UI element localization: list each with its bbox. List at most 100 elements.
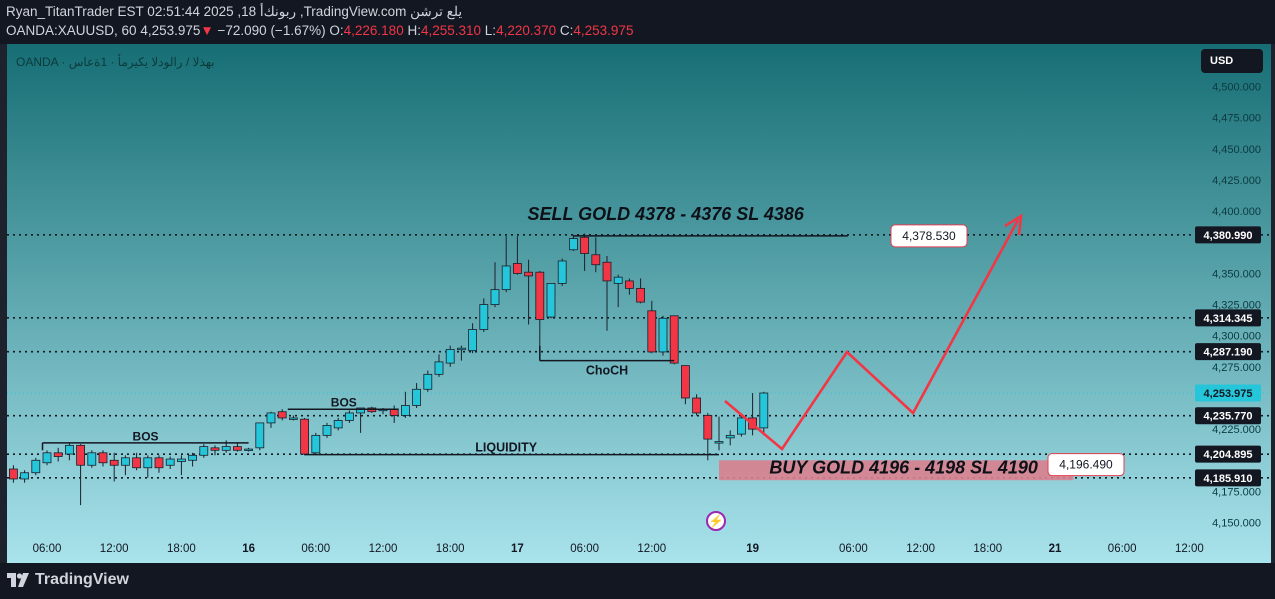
bos-label-1: BOS [133,429,159,443]
candle-down [602,261,612,282]
tag-box [890,224,968,248]
time-axis-label: 06:00 [839,543,868,555]
candle-up [714,441,724,444]
candle-up [557,260,567,284]
price-axis-label: 4,400.000 [1212,206,1261,218]
time-axis-label: 18:00 [973,543,1002,555]
projection-arrowhead [1004,213,1023,236]
price-axis-label: 4,500.000 [1212,82,1261,94]
candle-down [300,418,310,455]
candle-up [445,349,455,364]
candle-down [9,468,18,480]
candle-up [759,392,769,429]
candle-up [658,317,668,353]
price-chart[interactable]: BOS BOS ChoCH LIQUIDITY SELL GOLD 4378 - 437… [7,44,1271,563]
tradingview-logo-icon [7,573,29,587]
low-label: L: [484,23,497,38]
close-label: C: [559,23,574,38]
candle-down [636,287,645,303]
candle-up [423,373,433,390]
price-axis-label: 4,150.000 [1212,518,1261,530]
candle-up [20,472,30,480]
candle-down [512,263,522,274]
open-value: 4,226.180 [343,23,404,38]
candle-up [266,412,276,424]
time-axis-label: 19 [746,543,759,555]
candle-up [479,304,489,330]
candle-up [344,412,354,421]
sell-price-tag: 4,378.530 [890,224,968,248]
open-label: O: [329,23,344,38]
time-axis-label: 06:00 [570,543,599,555]
time-axis-label: 06:00 [1108,543,1137,555]
candle-down [681,365,690,399]
candle-up [255,422,265,449]
symbol-description: OANDA · بهذلا / رالودلا يكيرمأ · 1ةعاس [16,55,215,69]
candle-down [232,446,242,451]
candle-up [468,329,478,352]
candle-up [501,265,511,291]
time-axis-label: 06:00 [301,543,330,555]
price-badge: 4,380.990 [1195,226,1261,244]
price-badge-text: 4,314.345 [1204,313,1253,325]
candle-up [176,458,186,462]
low-value: 4,220.370 [496,23,557,38]
candle-up [121,457,130,466]
buy-gold-text: BUY GOLD 4196 - 4198 SL 4190 [769,457,1037,477]
candle-up [199,446,209,456]
price-axis-label: 4,175.000 [1212,486,1261,498]
candle-up [434,361,444,375]
high-label: H: [407,23,421,38]
ohlc-line: OANDA:XAUUSD, 60 4,253.975▼ −72.090 (−1.… [6,23,633,38]
candle-down [277,411,287,419]
buy-price-tag: 4,196.490 [1047,453,1125,477]
candle-down [535,271,545,320]
symbol-label[interactable]: OANDA:XAUUSD, 60 [6,23,137,38]
price-badge-text: 4,235.770 [1204,411,1253,423]
price-badge-box [1195,309,1261,327]
candle-up [613,276,623,284]
candle-down [647,310,657,353]
candle-up [546,283,556,318]
price-axis-label: 4,225.000 [1212,424,1261,436]
candle-up [65,444,74,455]
down-arrow-icon: ▼ [200,23,214,38]
price-axis-label: 4,350.000 [1212,268,1261,280]
chart-area[interactable]: BOS BOS ChoCH LIQUIDITY SELL GOLD 4378 - 437… [7,44,1271,563]
price-badge-text: 4,185.910 [1204,473,1253,485]
price-axis-label: 4,450.000 [1212,144,1261,156]
last-price: 4,253.975 [140,23,201,38]
tradingview-logo[interactable]: TradingView [7,571,129,589]
time-axis-label: 21 [1049,543,1062,555]
time-axis-label: 06:00 [33,543,62,555]
time-axis-label: 18:00 [167,543,196,555]
logo-text: TradingView [35,571,129,588]
candle-up [412,388,422,406]
candle-down [109,459,119,466]
candle-up [87,452,97,466]
time-axis-label: 17 [511,543,524,555]
candle-down [76,444,85,466]
choch-label: ChoCH [586,363,628,377]
price-badge-text: 4,204.895 [1204,449,1253,461]
tag-box [1047,453,1125,477]
candle-down [692,397,701,414]
price-badge: 4,185.910 [1195,469,1261,487]
currency-button[interactable]: USD [1201,49,1263,73]
candle-down [98,452,108,464]
bos-label-2: BOS [331,396,357,410]
candle-up [322,425,332,436]
publisher-line: Ryan_TitanTrader EST 02:51:44 2025 ,18 ر… [6,4,463,19]
candle-down [625,280,634,289]
candle-down [591,254,601,266]
candle-up [400,405,410,416]
price-axis-label: 4,325.000 [1212,300,1261,312]
flash-event-icon[interactable]: ⚡ [706,511,726,531]
time-axis-label: 12:00 [100,543,129,555]
price-badge: 4,253.975 [1195,384,1261,402]
price-badge-box [1195,226,1261,244]
candle-down [154,457,164,469]
time-axis-label: 12:00 [906,543,935,555]
time-axis-label: 16 [242,543,255,555]
candle-down [132,457,141,469]
